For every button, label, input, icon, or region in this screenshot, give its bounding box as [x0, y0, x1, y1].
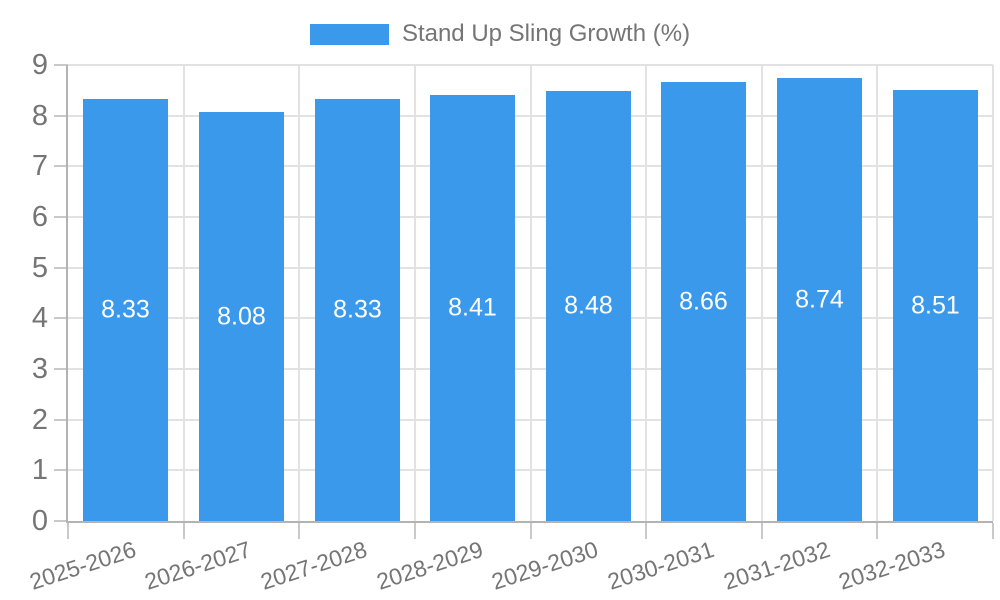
x-axis-tick [414, 523, 416, 539]
bar-value-label: 8.48 [564, 291, 613, 320]
x-axis-tick [761, 523, 763, 539]
v-gridline [530, 65, 532, 521]
y-axis-line [66, 65, 68, 523]
bar[interactable]: 8.51 [893, 90, 978, 521]
y-axis-tick [54, 115, 68, 117]
y-axis-tick [54, 165, 68, 167]
bar[interactable]: 8.08 [199, 112, 284, 521]
y-tick-label: 5 [31, 252, 48, 284]
x-tick-label: 2030-2031 [604, 536, 718, 595]
bar[interactable]: 8.66 [661, 82, 746, 521]
y-axis-tick [54, 216, 68, 218]
y-axis-tick [54, 469, 68, 471]
x-axis-tick [992, 523, 994, 539]
y-axis-tick [54, 64, 68, 66]
x-axis-tick [645, 523, 647, 539]
y-axis-tick [54, 368, 68, 370]
bar-value-label: 8.74 [795, 285, 844, 313]
v-gridline [183, 65, 185, 521]
bar[interactable]: 8.41 [430, 95, 515, 521]
x-tick-label: 2025-2026 [26, 536, 140, 595]
x-tick-label: 2028-2029 [373, 536, 487, 595]
bar-value-label: 8.41 [448, 293, 497, 322]
bar-value-label: 8.08 [217, 302, 266, 330]
x-axis-tick [298, 523, 300, 539]
bar[interactable]: 8.48 [546, 91, 631, 521]
x-axis-tick [876, 523, 878, 539]
y-axis-tick [54, 520, 68, 522]
x-axis-line [66, 521, 993, 523]
v-gridline [414, 65, 416, 521]
x-tick-label: 2029-2030 [488, 536, 602, 595]
legend-label: Stand Up Sling Growth (%) [401, 20, 691, 47]
bar[interactable]: 8.33 [315, 99, 400, 521]
bar-value-label: 8.51 [911, 291, 960, 319]
legend-item[interactable]: Stand Up Sling Growth (%) [0, 20, 1000, 48]
bar-value-label: 8.33 [101, 295, 150, 324]
bar-value-label: 8.66 [679, 287, 728, 315]
x-axis-tick [67, 523, 69, 539]
y-axis-tick [54, 317, 68, 319]
x-tick-label: 2032-2033 [835, 536, 949, 595]
y-axis-tick [54, 419, 68, 421]
y-tick-label: 4 [31, 302, 48, 334]
x-axis-tick [183, 523, 185, 539]
v-gridline [876, 65, 878, 521]
bar[interactable]: 8.74 [777, 78, 862, 521]
y-tick-label: 3 [31, 353, 48, 385]
bar-value-label: 8.33 [333, 295, 382, 324]
y-tick-label: 2 [31, 404, 48, 436]
y-tick-label: 6 [31, 201, 48, 233]
x-tick-label: 2027-2028 [257, 536, 371, 595]
x-tick-label: 2031-2032 [720, 536, 834, 595]
v-gridline [298, 65, 300, 521]
y-tick-label: 0 [31, 505, 48, 537]
x-tick-label: 2026-2027 [141, 536, 255, 595]
y-tick-label: 9 [31, 49, 48, 81]
legend-swatch [309, 23, 389, 45]
v-gridline [992, 65, 994, 521]
y-tick-label: 1 [31, 454, 48, 486]
y-tick-label: 8 [31, 100, 48, 132]
v-gridline [761, 65, 763, 521]
y-axis-tick [54, 267, 68, 269]
y-tick-label: 7 [31, 150, 48, 182]
v-gridline [645, 65, 647, 521]
bar[interactable]: 8.33 [83, 99, 168, 521]
x-axis-tick [530, 523, 532, 539]
